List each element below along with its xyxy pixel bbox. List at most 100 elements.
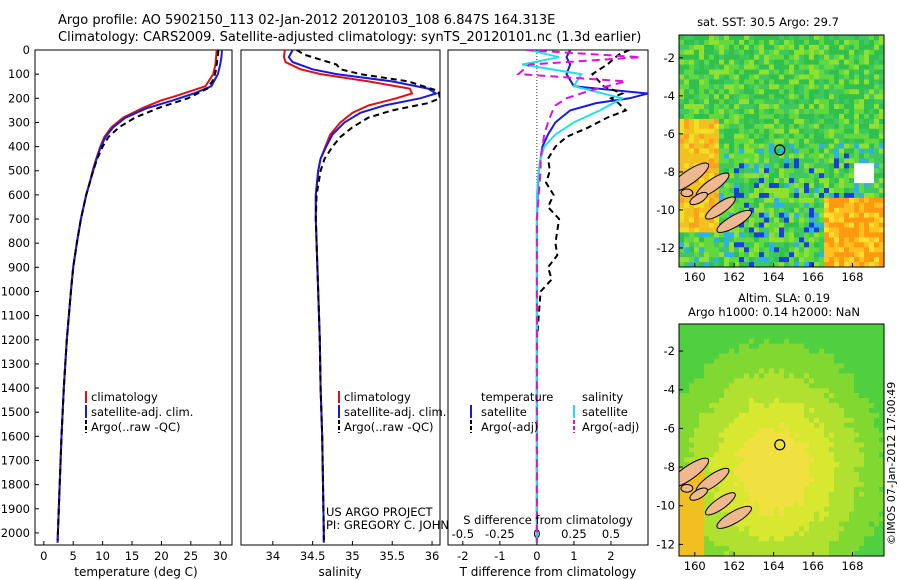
heatmap-cell	[784, 237, 790, 243]
heatmap-cell	[809, 472, 815, 478]
heatmap-cell	[869, 407, 875, 414]
heatmap-cell	[794, 222, 800, 229]
heatmap-cell	[839, 35, 845, 41]
heatmap-cell	[774, 138, 780, 145]
heatmap-cell	[804, 212, 810, 219]
heatmap-cell	[759, 378, 765, 384]
heatmap-cell	[809, 123, 815, 130]
heatmap-cell	[724, 168, 730, 174]
heatmap-cell	[749, 407, 755, 414]
heatmap-cell	[809, 412, 815, 419]
heatmap-cell	[754, 378, 760, 384]
heatmap-cell	[709, 536, 715, 542]
heatmap-cell	[839, 388, 845, 394]
heatmap-cell	[724, 526, 730, 532]
heatmap-cell	[769, 477, 775, 483]
heatmap-cell	[704, 536, 710, 542]
heatmap-cell	[679, 232, 685, 238]
heatmap-cell	[704, 148, 710, 154]
heatmap-cell	[819, 338, 825, 345]
heatmap-cell	[779, 403, 785, 409]
heatmap-cell	[779, 158, 785, 164]
heatmap-cell	[804, 457, 810, 463]
heatmap-cell	[869, 128, 875, 135]
heatmap-cell	[874, 188, 880, 194]
heatmap-cell	[744, 84, 750, 90]
heatmap-cell	[864, 232, 870, 238]
heatmap-cell	[879, 252, 884, 258]
heatmap-cell	[789, 546, 795, 552]
heatmap-cell	[794, 94, 800, 100]
heatmap-cell	[839, 227, 845, 233]
heatmap-cell	[789, 388, 795, 394]
heatmap-cell	[809, 148, 815, 154]
heatmap-cell	[734, 79, 740, 85]
heatmap-cell	[804, 536, 810, 542]
heatmap-cell	[734, 324, 740, 330]
heatmap-cell	[774, 482, 780, 488]
heatmap-cell	[739, 64, 745, 71]
heatmap-cell	[689, 551, 695, 556]
x-tick-label: 35	[345, 549, 360, 563]
heatmap-cell	[809, 353, 815, 360]
heatmap-cell	[839, 363, 845, 369]
heatmap-cell	[739, 343, 745, 350]
heatmap-cell	[714, 324, 720, 330]
heatmap-cell	[684, 39, 690, 46]
heatmap-cell	[744, 358, 750, 365]
heatmap-cell	[819, 168, 825, 174]
heatmap-cell	[864, 363, 870, 369]
heatmap-cell	[834, 457, 840, 463]
heatmap-cell	[864, 202, 870, 209]
heatmap-cell	[799, 202, 805, 209]
heatmap-cell	[814, 153, 820, 159]
heatmap-cell	[804, 114, 810, 120]
heatmap-cell	[864, 173, 870, 179]
heatmap-cell	[734, 348, 740, 355]
heatmap-cell	[784, 79, 790, 85]
heatmap-cell	[699, 138, 705, 145]
heatmap-cell	[869, 44, 875, 51]
heatmap-cell	[759, 128, 765, 135]
heatmap-cell	[844, 202, 850, 209]
heatmap-cell	[694, 516, 700, 522]
heatmap-cell	[689, 262, 695, 267]
heatmap-cell	[809, 516, 815, 522]
x-tick-label: 2	[607, 549, 614, 563]
heatmap-cell	[779, 551, 785, 556]
heatmap-cell	[809, 427, 815, 434]
heatmap-cell	[839, 217, 845, 224]
pressure-tick-label: 1800	[1, 478, 30, 492]
heatmap-cell	[814, 197, 820, 204]
heatmap-cell	[729, 546, 735, 552]
heatmap-cell	[679, 262, 685, 267]
heatmap-cell	[829, 363, 835, 369]
heatmap-cell	[799, 506, 805, 513]
heatmap-cell	[779, 383, 785, 389]
heatmap-cell	[684, 363, 690, 369]
heatmap-cell	[864, 486, 870, 493]
heatmap-cell	[804, 193, 810, 199]
heatmap-cell	[804, 207, 810, 214]
heatmap-cell	[794, 168, 800, 174]
heatmap-cell	[849, 383, 855, 389]
heatmap-cell	[794, 417, 800, 424]
heatmap-cell	[849, 472, 855, 478]
heatmap-cell	[864, 531, 870, 537]
heatmap-cell	[824, 39, 830, 46]
heatmap-cell	[739, 333, 745, 340]
heatmap-cell	[814, 89, 820, 95]
heatmap-cell	[879, 227, 884, 233]
heatmap-cell	[809, 104, 815, 110]
heatmap-cell	[819, 188, 825, 194]
heatmap-cell	[724, 551, 730, 556]
heatmap-cell	[834, 398, 840, 404]
heatmap-cell	[739, 472, 745, 478]
heatmap-cell	[769, 343, 775, 350]
heatmap-cell	[774, 368, 780, 374]
heatmap-cell	[799, 462, 805, 468]
heatmap-cell	[689, 54, 695, 61]
heatmap-cell	[824, 138, 830, 145]
heatmap-cell	[789, 496, 795, 503]
heatmap-cell	[859, 99, 865, 105]
